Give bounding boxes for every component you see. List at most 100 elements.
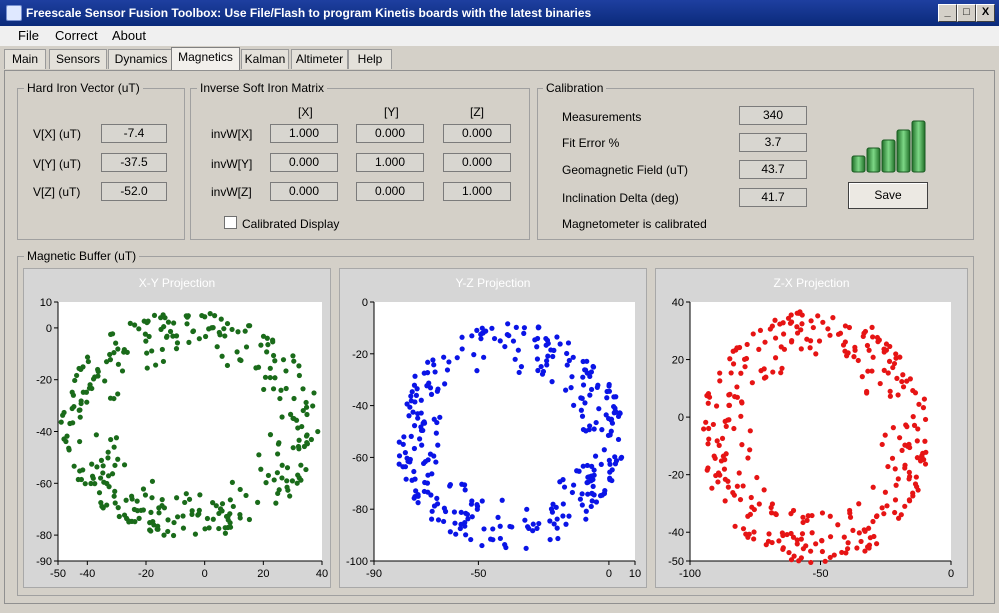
data-point	[589, 463, 595, 469]
data-point	[419, 442, 425, 448]
data-point	[160, 358, 167, 365]
data-point	[216, 525, 222, 532]
data-point	[459, 346, 465, 352]
save-button[interactable]: Save	[848, 182, 928, 209]
data-point	[300, 386, 306, 392]
data-point	[206, 525, 212, 531]
menu-about[interactable]: About	[112, 28, 146, 43]
data-point	[591, 426, 597, 432]
tab-sensors[interactable]: Sensors	[49, 49, 107, 69]
data-point	[564, 350, 570, 357]
data-point	[429, 508, 435, 514]
data-point	[411, 423, 418, 429]
data-point	[163, 334, 170, 340]
data-point	[906, 469, 912, 475]
data-point	[523, 545, 529, 551]
tab-altimeter[interactable]: Altimeter	[291, 49, 348, 69]
data-point	[717, 378, 723, 384]
data-point	[593, 419, 599, 426]
data-point	[235, 329, 241, 335]
data-point	[488, 536, 494, 542]
data-point	[396, 439, 402, 445]
data-point	[155, 523, 161, 529]
data-point	[739, 442, 745, 448]
data-point	[428, 492, 434, 498]
data-point	[570, 354, 576, 360]
tab-kalman[interactable]: Kalman	[241, 49, 289, 69]
y-tick-label: -60	[352, 452, 368, 464]
data-point	[737, 496, 744, 503]
maximize-button[interactable]: □	[957, 4, 976, 22]
soft-iron-title: Inverse Soft Iron Matrix	[197, 81, 328, 95]
data-point	[822, 558, 828, 564]
data-point	[569, 374, 575, 380]
data-point	[411, 445, 418, 452]
tab-main[interactable]: Main	[4, 49, 46, 69]
data-point	[555, 535, 561, 542]
data-point	[290, 415, 296, 421]
data-point	[206, 326, 212, 332]
soft-iron-cell: 1.000	[356, 153, 424, 172]
data-point	[580, 463, 586, 469]
data-point	[593, 499, 600, 505]
data-point	[535, 325, 541, 331]
data-point	[895, 392, 901, 398]
data-point	[229, 326, 235, 333]
data-point	[222, 333, 228, 339]
data-point	[827, 534, 834, 540]
menu-correct[interactable]: Correct	[55, 28, 98, 43]
data-point	[914, 438, 920, 444]
data-point	[580, 374, 586, 380]
menu-file[interactable]: File	[18, 28, 39, 43]
data-point	[229, 479, 235, 486]
data-point	[566, 357, 572, 364]
data-point	[877, 380, 883, 387]
data-point	[772, 355, 779, 361]
data-point	[402, 450, 408, 456]
data-point	[745, 455, 751, 461]
data-point	[237, 486, 243, 493]
data-point	[767, 326, 773, 332]
soft-iron-header-z: [Z]	[470, 105, 484, 119]
data-point	[870, 484, 876, 490]
data-point	[578, 407, 584, 413]
data-point	[82, 481, 88, 487]
tab-magnetics[interactable]: Magnetics	[171, 47, 240, 70]
minimize-button[interactable]: _	[938, 4, 957, 22]
data-point	[839, 549, 845, 556]
data-point	[563, 521, 569, 527]
data-point	[435, 517, 442, 523]
close-button[interactable]: X	[976, 4, 995, 22]
tab-dynamics[interactable]: Dynamics	[108, 49, 174, 69]
data-point	[165, 319, 172, 325]
data-point	[159, 497, 165, 503]
data-point	[410, 409, 416, 415]
data-point	[916, 401, 922, 407]
data-point	[202, 526, 208, 532]
data-point	[258, 342, 264, 348]
data-point	[234, 349, 240, 355]
data-point	[109, 331, 116, 337]
data-point	[424, 480, 431, 486]
data-point	[588, 386, 595, 393]
hard-iron-label-x: V[X] (uT)	[33, 127, 82, 141]
window-title: Freescale Sensor Fusion Toolbox: Use Fil…	[26, 6, 592, 20]
x-tick-label: 10	[629, 568, 641, 580]
data-point	[284, 465, 291, 471]
data-point	[270, 352, 277, 359]
data-point	[457, 525, 463, 532]
data-point	[431, 453, 437, 459]
data-point	[842, 339, 848, 345]
data-point	[468, 536, 474, 543]
data-point	[144, 350, 150, 356]
data-point	[569, 489, 575, 496]
calibrated-display-checkbox[interactable]	[224, 216, 237, 229]
data-point	[267, 365, 273, 371]
data-point	[509, 524, 515, 530]
data-point	[95, 373, 101, 379]
data-point	[310, 403, 316, 409]
data-point	[887, 393, 893, 399]
data-point	[454, 355, 460, 361]
tab-help[interactable]: Help	[348, 49, 392, 69]
data-point	[709, 485, 715, 491]
